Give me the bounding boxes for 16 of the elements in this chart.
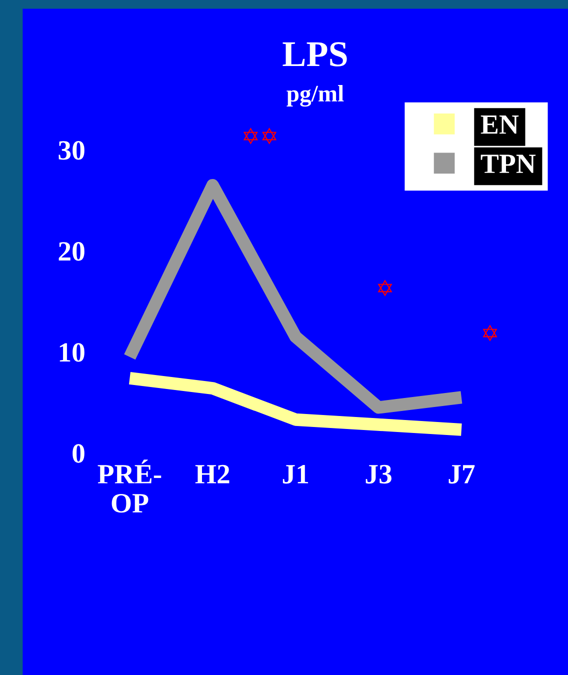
- y-tick-label: 0: [72, 444, 84, 463]
- chart-subtitle: pg/ml: [286, 85, 344, 107]
- annotation: ✡: [482, 324, 498, 342]
- x-tick-label: H2: [195, 464, 230, 484]
- text: ✡✡: [243, 128, 277, 144]
- x-tick-label: J1: [282, 464, 308, 484]
- legend-label: EN: [480, 115, 519, 134]
- legend-label: TPN: [480, 154, 536, 173]
- y-tick-label: 30: [58, 141, 84, 160]
- x-tick-label: J7: [448, 465, 475, 484]
- chart-title: LPS: [282, 42, 347, 66]
- x-tick-label: PRÉ-OP: [98, 460, 162, 513]
- annotation: ✡: [378, 280, 392, 296]
- x-tick-label: J3: [366, 464, 392, 484]
- y-tick-label: 20: [58, 242, 84, 261]
- y-tick-label: 10: [60, 343, 84, 362]
